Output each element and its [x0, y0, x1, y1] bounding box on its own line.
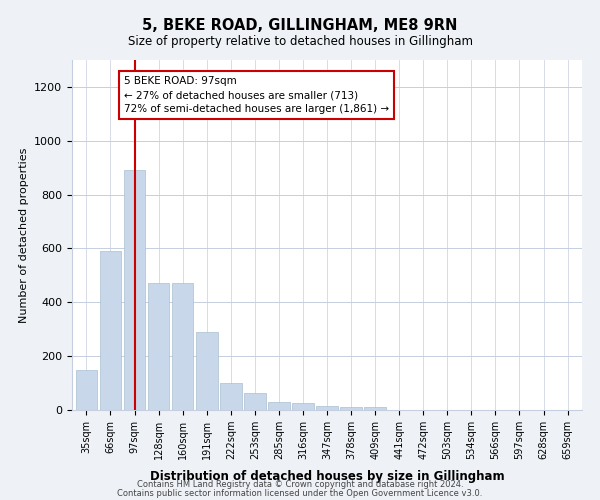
Bar	[268, 402, 290, 410]
Text: Contains HM Land Registry data © Crown copyright and database right 2024.: Contains HM Land Registry data © Crown c…	[137, 480, 463, 489]
Y-axis label: Number of detached properties: Number of detached properties	[19, 148, 29, 322]
Bar	[364, 408, 386, 410]
Bar	[316, 406, 338, 410]
Bar	[124, 170, 145, 410]
Bar	[220, 383, 242, 410]
Bar	[100, 251, 121, 410]
Bar	[340, 408, 362, 410]
Text: 5, BEKE ROAD, GILLINGHAM, ME8 9RN: 5, BEKE ROAD, GILLINGHAM, ME8 9RN	[142, 18, 458, 32]
Bar	[244, 392, 266, 410]
Text: 5 BEKE ROAD: 97sqm
← 27% of detached houses are smaller (713)
72% of semi-detach: 5 BEKE ROAD: 97sqm ← 27% of detached hou…	[124, 76, 389, 114]
Text: Contains public sector information licensed under the Open Government Licence v3: Contains public sector information licen…	[118, 488, 482, 498]
Bar	[292, 404, 314, 410]
Bar	[196, 332, 218, 410]
X-axis label: Distribution of detached houses by size in Gillingham: Distribution of detached houses by size …	[149, 470, 505, 484]
Text: Size of property relative to detached houses in Gillingham: Size of property relative to detached ho…	[128, 35, 473, 48]
Bar	[172, 284, 193, 410]
Bar	[76, 370, 97, 410]
Bar	[148, 284, 169, 410]
